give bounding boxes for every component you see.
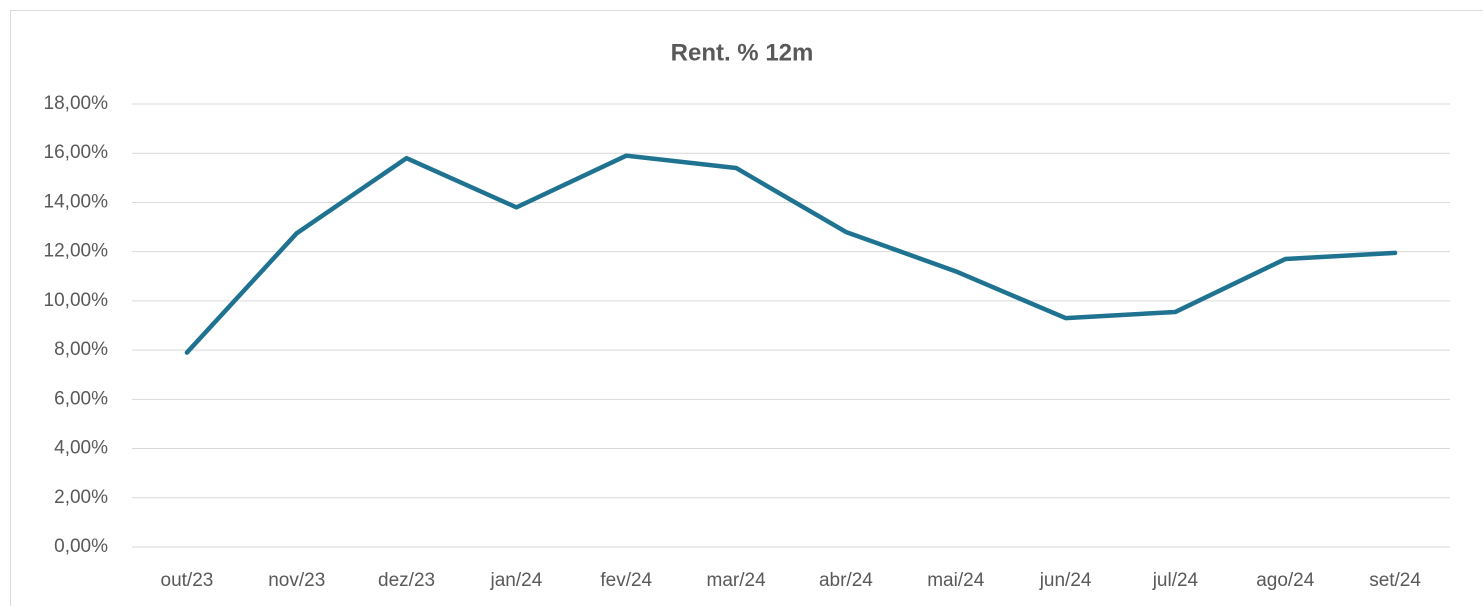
y-tick-label: 16,00%	[44, 142, 109, 163]
chart-border	[10, 10, 1483, 606]
x-tick-label: nov/23	[268, 570, 325, 591]
x-tick-label: abr/24	[819, 570, 873, 591]
x-tick-label: mar/24	[707, 570, 767, 591]
y-tick-label: 6,00%	[54, 388, 108, 409]
y-tick-label: 14,00%	[44, 191, 109, 212]
y-tick-label: 0,00%	[54, 536, 108, 557]
x-tick-label: out/23	[161, 570, 214, 591]
y-tick-label: 4,00%	[54, 438, 108, 459]
x-tick-label: ago/24	[1256, 570, 1315, 591]
y-tick-label: 8,00%	[54, 339, 108, 360]
x-tick-label: set/24	[1369, 570, 1421, 591]
x-tick-label: jul/24	[1152, 570, 1199, 591]
x-tick-label: jun/24	[1039, 570, 1092, 591]
chart-title: Rent. % 12m	[671, 39, 814, 66]
x-tick-label: fev/24	[600, 570, 652, 591]
y-tick-label: 18,00%	[44, 93, 109, 114]
x-tick-label: jan/24	[490, 570, 543, 591]
y-tick-label: 2,00%	[54, 487, 108, 508]
y-tick-label: 10,00%	[44, 290, 109, 311]
x-tick-label: mai/24	[927, 570, 984, 591]
x-tick-label: dez/23	[378, 570, 435, 591]
series-line	[184, 153, 1398, 355]
y-tick-label: 12,00%	[44, 241, 109, 262]
